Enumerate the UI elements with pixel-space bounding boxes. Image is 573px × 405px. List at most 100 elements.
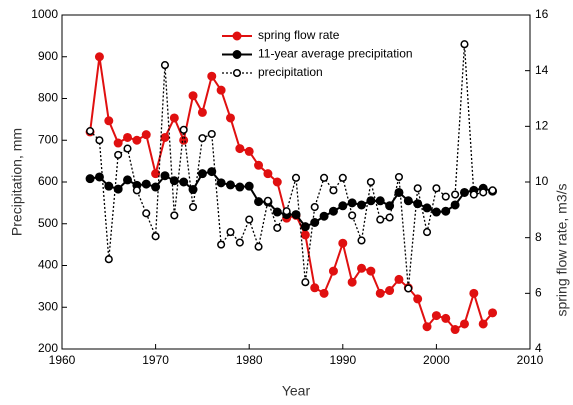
data-point [441,206,451,216]
data-point [338,201,348,211]
data-point [357,200,367,210]
data-point [272,207,282,217]
x-tick-label: 1970 [142,353,169,367]
data-point [319,288,329,298]
data-point [347,277,357,287]
y-tick-label: 600 [38,174,58,188]
data-point [169,113,179,123]
y2-tick-label: 10 [535,174,549,188]
data-point [431,311,441,321]
data-point [488,308,498,318]
data-point [113,184,123,194]
data-point [450,325,460,335]
data-point [348,211,357,220]
data-point [320,173,329,182]
x-tick-label: 2000 [423,353,450,367]
data-point [366,266,376,276]
data-point [431,207,441,217]
x-tick-label: 2010 [517,353,544,367]
data-point [310,203,319,212]
y-tick-label: 700 [38,132,58,146]
data-point [385,286,395,296]
data-point [151,169,161,179]
series-line [89,44,493,289]
data-point [375,288,385,298]
data-point [160,132,170,142]
y2-tick-label: 8 [535,230,542,244]
y-tick-label: 200 [38,341,58,355]
legend-marker [232,31,242,41]
data-point [151,232,160,241]
data-point [160,171,170,181]
data-point [450,200,460,210]
y2-tick-label: 16 [535,7,549,21]
data-point [291,210,301,220]
data-point [104,181,114,191]
data-point [469,190,478,199]
data-point [123,175,133,185]
data-point [300,230,310,240]
data-point [235,182,245,192]
data-point [403,196,413,206]
data-point [357,236,366,245]
data-point [141,130,151,140]
data-point [86,127,95,136]
data-point [451,190,460,199]
data-point [198,134,207,143]
data-point [216,85,226,95]
data-point [197,107,207,117]
legend-label: precipitation [258,65,323,79]
data-point [207,71,217,81]
data-point [432,184,441,193]
data-point [263,169,273,179]
data-point [94,172,104,182]
data-point [170,211,179,220]
data-point [422,228,432,237]
data-point [254,197,264,207]
legend-marker [232,68,242,78]
data-point [394,172,404,182]
data-point [282,207,291,216]
data-point [141,179,151,189]
data-point [301,278,310,287]
x-tick-label: 1960 [49,353,76,367]
data-point [422,322,432,332]
series-line [89,170,493,228]
data-point [385,201,395,211]
data-point [113,138,123,148]
x-tick-label: 1980 [236,353,263,367]
y-axis-label: Precipitation, mm [9,128,25,236]
data-point [291,173,301,182]
y-tick-label: 300 [38,299,58,313]
data-point [132,186,141,195]
data-point [385,213,394,222]
data-point [104,116,114,126]
data-point [104,255,113,264]
x-tick-label: 1990 [329,353,356,367]
data-point [422,203,432,213]
data-point [235,238,244,247]
data-point [85,174,95,184]
data-point [254,160,264,170]
data-point [244,181,254,191]
data-point [263,196,272,205]
y-tick-label: 500 [38,216,58,230]
legend-label: 11-year average precipitation [258,47,413,61]
data-point [413,199,423,209]
y-tick-label: 1000 [31,7,58,21]
data-point [197,169,207,179]
data-point [375,196,385,206]
data-point [338,238,348,248]
data-point [94,52,104,62]
x-axis-label: Year [282,383,311,399]
data-point [226,228,235,237]
data-point [329,186,338,195]
data-point [328,206,338,216]
data-point [225,113,235,123]
y2-tick-label: 6 [535,286,542,300]
y2-tick-label: 14 [535,63,549,77]
data-point [235,144,245,154]
data-point [188,185,198,195]
data-point [207,129,216,139]
